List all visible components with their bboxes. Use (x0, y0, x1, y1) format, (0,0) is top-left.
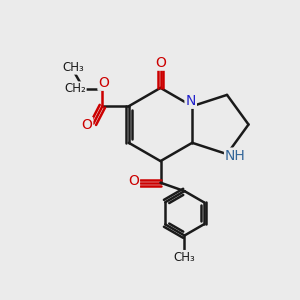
Text: O: O (98, 76, 109, 90)
Text: CH₃: CH₃ (174, 251, 195, 264)
Text: CH₃: CH₃ (62, 61, 84, 74)
Text: O: O (128, 174, 139, 188)
Text: O: O (81, 118, 92, 132)
Text: CH₂: CH₂ (64, 82, 86, 95)
Text: NH: NH (225, 148, 246, 163)
Text: O: O (155, 56, 166, 70)
Text: N: N (185, 94, 196, 108)
